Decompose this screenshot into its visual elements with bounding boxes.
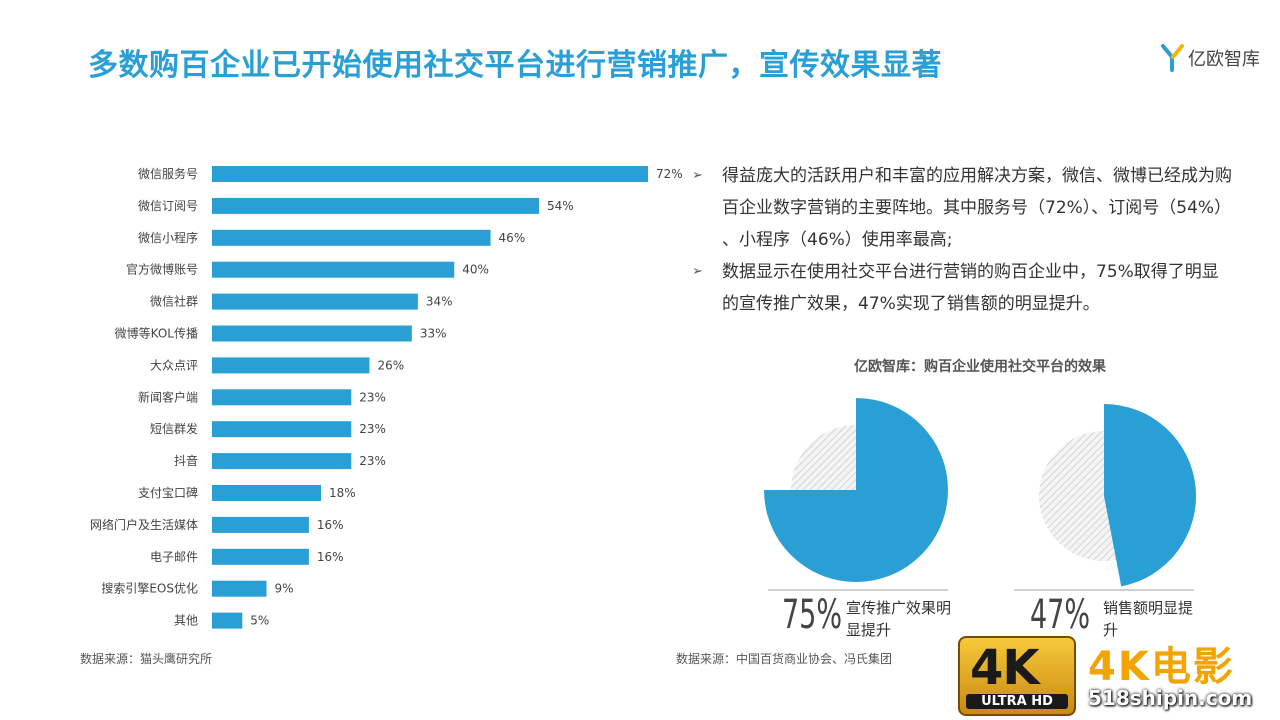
bar bbox=[212, 548, 309, 565]
category-label: 微信订阅号 bbox=[138, 199, 198, 213]
bar bbox=[212, 612, 243, 629]
bar-value-label: 34% bbox=[426, 295, 453, 309]
page-title: 多数购百企业已开始使用社交平台进行营销推广，宣传效果显著 bbox=[88, 48, 942, 83]
watermark-title: 4K电影 bbox=[1088, 644, 1235, 690]
logo-text: 亿欧智库 bbox=[1188, 49, 1260, 70]
watermark-badge-text: 4K bbox=[970, 640, 1040, 696]
category-label: 搜索引擎EOS优化 bbox=[101, 581, 198, 596]
category-label: 抖音 bbox=[174, 453, 198, 468]
bullet-text: 数据显示在使用社交平台进行营销的购百企业中，75%取得了明显的宣传推广效果，47… bbox=[722, 262, 1219, 314]
pie-charts bbox=[764, 398, 1196, 587]
bar-value-label: 16% bbox=[317, 550, 344, 564]
pie-slice-rest bbox=[791, 425, 856, 490]
bar-value-label: 5% bbox=[250, 614, 269, 628]
bar-value-label: 23% bbox=[359, 454, 386, 468]
brand-logo: 亿欧智库 bbox=[1160, 40, 1260, 76]
pie-left-description: 宣传推广效果明显提升 bbox=[846, 599, 952, 639]
pie-slice-rest bbox=[1039, 431, 1117, 561]
bar bbox=[212, 421, 352, 438]
bar bbox=[212, 357, 370, 374]
source-left: 数据来源：猫头鹰研究所 bbox=[80, 652, 213, 666]
bar-value-label: 33% bbox=[420, 327, 447, 341]
pie-right-description: 销售额明显提升 bbox=[1103, 599, 1194, 639]
bar-value-label: 16% bbox=[317, 518, 344, 532]
watermark-badge: 4K ULTRA HD bbox=[958, 636, 1076, 716]
watermark-url: 518shipin.com bbox=[1088, 686, 1253, 710]
category-label: 微博等KOL传播 bbox=[115, 326, 198, 341]
bar bbox=[212, 389, 352, 406]
category-label: 官方微博账号 bbox=[126, 262, 198, 277]
bar-value-label: 72% bbox=[656, 167, 683, 181]
pie-right-percent: 47% bbox=[1030, 592, 1090, 638]
bar bbox=[212, 293, 418, 310]
category-label: 新闻客户端 bbox=[138, 389, 198, 404]
bar-value-label: 9% bbox=[275, 582, 294, 596]
arrow-right-icon: ➢ bbox=[692, 264, 703, 279]
category-label: 其他 bbox=[174, 614, 198, 628]
bar-value-label: 23% bbox=[359, 390, 386, 404]
source-right: 数据来源：中国百货商业协会、冯氏集团 bbox=[676, 652, 893, 666]
divider bbox=[1014, 589, 1194, 591]
category-label: 微信小程序 bbox=[138, 230, 198, 245]
category-label: 短信群发 bbox=[150, 421, 198, 436]
pie-slice bbox=[764, 398, 948, 582]
bar-value-label: 40% bbox=[462, 263, 489, 277]
category-label: 大众点评 bbox=[150, 358, 198, 372]
bar bbox=[212, 325, 412, 342]
bar bbox=[212, 229, 491, 246]
category-label: 支付宝口碑 bbox=[138, 485, 198, 500]
bar bbox=[212, 580, 267, 597]
bar bbox=[212, 516, 309, 533]
bar-chart: 微信服务号 72% 微信订阅号 54% 微信小程序 46% 官方微博账号 40% 微信社群 34%… bbox=[90, 166, 683, 629]
bar-value-label: 23% bbox=[359, 422, 386, 436]
bar-value-label: 54% bbox=[547, 199, 574, 213]
watermark-badge-subtext: ULTRA HD bbox=[966, 694, 1068, 709]
bullet-list: ➢ 得益庞大的活跃用户和丰富的应用解决方案，微信、微博已经成为购百企业数字营销的… bbox=[692, 160, 1232, 320]
pie-chart-title: 亿欧智库：购百企业使用社交平台的效果 bbox=[854, 359, 1106, 375]
bullet-text: 得益庞大的活跃用户和丰富的应用解决方案，微信、微博已经成为购百企业数字营销的主要… bbox=[722, 166, 1232, 250]
bar-value-label: 26% bbox=[377, 358, 404, 372]
category-label: 微信社群 bbox=[150, 294, 198, 309]
bar bbox=[212, 197, 539, 214]
bar bbox=[212, 261, 455, 278]
category-label: 网络门户及生活媒体 bbox=[90, 517, 198, 532]
bar-value-label: 18% bbox=[329, 486, 356, 500]
bar bbox=[212, 166, 648, 182]
bar-value-label: 46% bbox=[499, 231, 526, 245]
category-label: 电子邮件 bbox=[150, 550, 198, 564]
arrow-right-icon: ➢ bbox=[692, 168, 703, 183]
divider bbox=[768, 589, 948, 591]
bar bbox=[212, 485, 321, 501]
pie-slice bbox=[1104, 404, 1196, 587]
bullet-item: ➢ 得益庞大的活跃用户和丰富的应用解决方案，微信、微博已经成为购百企业数字营销的… bbox=[692, 160, 1232, 256]
bar bbox=[212, 453, 352, 470]
bullet-item: ➢ 数据显示在使用社交平台进行营销的购百企业中，75%取得了明显的宣传推广效果，… bbox=[692, 256, 1232, 320]
y-logo-icon bbox=[1161, 44, 1184, 72]
category-label: 微信服务号 bbox=[138, 166, 198, 181]
pie-left-percent: 75% bbox=[782, 592, 842, 638]
watermark: 4K ULTRA HD 4K电影 518shipin.com bbox=[956, 634, 1280, 720]
